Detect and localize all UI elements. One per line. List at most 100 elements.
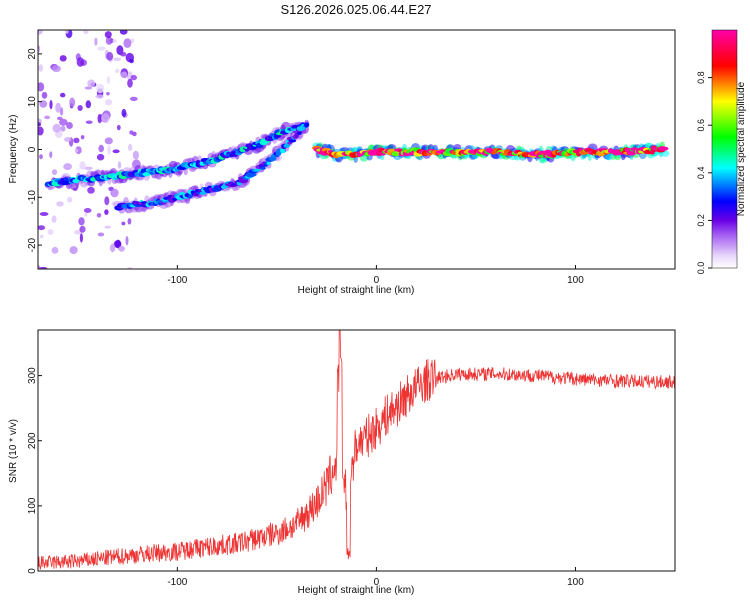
- heatmap-cell: [296, 126, 306, 131]
- x-tick-label: -100: [167, 577, 187, 588]
- heatmap-cell: [115, 239, 122, 249]
- heatmap-cell: [129, 96, 138, 101]
- heatmap-cell: [129, 130, 134, 135]
- heatmap-cell: [287, 141, 292, 145]
- heatmap-cell: [80, 135, 85, 140]
- snr-x-label: Height of straight line (km): [298, 585, 415, 596]
- spectrogram-plot-area: [38, 30, 670, 269]
- heatmap-cell: [280, 147, 286, 154]
- y-tick-label: 300: [27, 367, 38, 384]
- heatmap-cell: [67, 196, 73, 203]
- colorbar-tick-label: 0.8: [696, 71, 706, 84]
- heatmap-cell: [59, 118, 68, 126]
- heatmap-cell: [94, 37, 98, 46]
- heatmap-cell: [626, 150, 637, 156]
- snr-x-axis: -100 0 100: [167, 567, 584, 588]
- heatmap-cell: [121, 221, 126, 226]
- heatmap-cell: [38, 126, 44, 136]
- heatmap-feature-high-altitude-line: [312, 141, 670, 164]
- heatmap-cell: [110, 188, 119, 198]
- x-tick-label: 100: [567, 275, 584, 286]
- heatmap-cell: [97, 113, 102, 124]
- heatmap-cell: [84, 86, 93, 90]
- colorbar-ticks: 0.0 0.2 0.4 0.6 0.8: [696, 71, 712, 274]
- x-tick-label: -100: [167, 275, 187, 286]
- heatmap-cell: [49, 151, 53, 159]
- heatmap-cell: [85, 100, 92, 109]
- heatmap-cell: [76, 57, 85, 67]
- heatmap-cell: [39, 154, 43, 160]
- heatmap-cell: [104, 99, 113, 106]
- heatmap-cell: [115, 68, 120, 74]
- heatmap-cell: [104, 196, 110, 206]
- heatmap-cell: [127, 218, 132, 225]
- heatmap-cell: [130, 38, 135, 44]
- heatmap-cell: [97, 232, 105, 237]
- heatmap-cell: [247, 172, 257, 177]
- colorbar-tick-label: 0.4: [696, 167, 706, 180]
- heatmap-cell: [117, 161, 122, 169]
- y-tick-label: -20: [27, 237, 38, 252]
- heatmap-cell: [104, 209, 109, 215]
- heatmap-cell: [297, 131, 302, 135]
- snr-plot-area: [38, 330, 675, 570]
- heatmap-cell: [38, 225, 46, 231]
- heatmap-cell: [116, 124, 121, 131]
- heatmap-cell: [56, 116, 63, 120]
- heatmap-cell: [51, 65, 61, 73]
- spectrogram-y-label: Frequency (Hz): [8, 115, 19, 184]
- heatmap-cell: [106, 76, 111, 84]
- y-tick-label: -10: [27, 190, 38, 205]
- heatmap-cell: [41, 91, 48, 99]
- heatmap-cell: [112, 149, 120, 154]
- heatmap-cell: [51, 169, 58, 176]
- heatmap-cell: [84, 213, 88, 217]
- y-tick-label: 0: [27, 146, 38, 152]
- colorbar-tick-label: 0.6: [696, 119, 706, 132]
- heatmap-cell: [269, 156, 277, 162]
- heatmap-cell: [661, 146, 669, 151]
- y-tick-label: 0: [27, 568, 38, 574]
- heatmap-cell: [78, 217, 85, 226]
- heatmap-cell: [118, 245, 125, 252]
- heatmap-cell: [79, 233, 83, 243]
- heatmap-cell: [65, 30, 69, 34]
- heatmap-cell: [39, 212, 49, 216]
- heatmap-cell: [125, 236, 129, 246]
- heatmap-cell: [104, 137, 113, 145]
- heatmap-cell: [96, 213, 102, 218]
- heatmap-cell: [77, 105, 83, 111]
- heatmap-cell: [38, 44, 41, 53]
- heatmap-cell: [39, 266, 48, 269]
- snr-y-label: SNR (10 * v/v): [8, 419, 19, 483]
- heatmap-cell: [60, 125, 66, 132]
- heatmap-feature-rising-branch-b: [112, 126, 306, 214]
- x-tick-label: 0: [374, 275, 380, 286]
- heatmap-cell: [107, 145, 111, 155]
- chart-title: S126.2026.025.06.44.E27: [280, 2, 431, 17]
- heatmap-cell: [260, 166, 266, 170]
- heatmap-cell: [51, 246, 59, 254]
- heatmap-cell: [113, 57, 122, 62]
- heatmap-cell: [123, 38, 132, 48]
- y-tick-label: 20: [27, 48, 38, 60]
- heatmap-feature-low-altitude-noise: [38, 30, 141, 269]
- heatmap-cell: [120, 51, 127, 57]
- heatmap-cell: [112, 39, 117, 43]
- heatmap-cell: [119, 30, 128, 35]
- heatmap-cell: [38, 82, 45, 92]
- y-tick-label: 200: [27, 432, 38, 449]
- heatmap-cell: [55, 102, 61, 113]
- y-tick-label: 100: [27, 497, 38, 514]
- heatmap-cell: [69, 97, 76, 108]
- heatmap-feature-rising-branch-a: [44, 119, 310, 191]
- heatmap-cell: [59, 55, 67, 62]
- snr-y-axis: 0 100 200 300: [27, 367, 42, 574]
- heatmap-cell: [83, 30, 89, 35]
- heatmap-cell: [51, 215, 57, 223]
- heatmap-cell: [106, 51, 114, 61]
- heatmap-cell: [101, 113, 110, 124]
- colorbar-label: Normalized spectral amplitude: [736, 81, 747, 216]
